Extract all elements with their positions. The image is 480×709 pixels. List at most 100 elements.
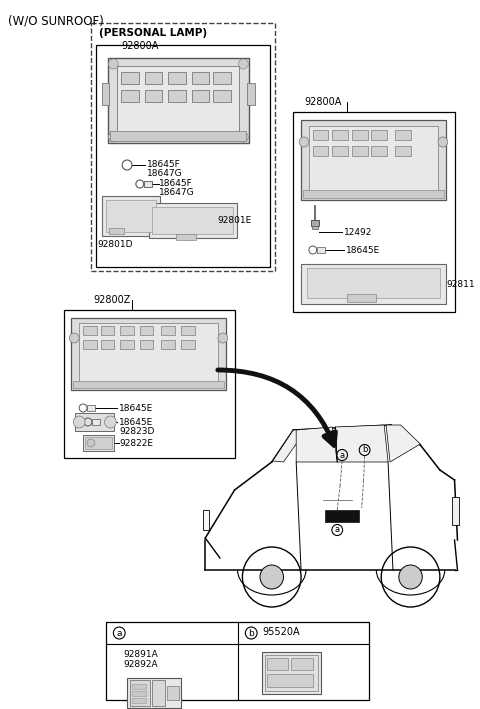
Bar — [72, 318, 226, 390]
Bar — [311, 220, 319, 226]
Bar — [352, 130, 368, 140]
Bar — [204, 510, 209, 530]
Polygon shape — [336, 425, 388, 462]
Bar — [109, 228, 124, 234]
Bar — [161, 326, 175, 335]
Bar — [192, 72, 209, 84]
Text: b: b — [248, 628, 254, 637]
Bar — [262, 652, 321, 694]
Bar — [73, 381, 224, 388]
Bar — [102, 196, 160, 236]
Bar — [83, 435, 114, 451]
Text: b: b — [362, 445, 367, 454]
Bar — [395, 130, 410, 140]
Bar — [168, 90, 186, 102]
Bar — [83, 326, 97, 335]
Bar — [130, 680, 150, 706]
Bar — [152, 680, 165, 706]
Bar — [265, 655, 318, 691]
Bar — [181, 340, 194, 349]
Bar — [301, 120, 446, 200]
Polygon shape — [386, 425, 420, 462]
Bar — [309, 126, 438, 192]
Bar — [267, 658, 288, 670]
Text: 92801D: 92801D — [98, 240, 133, 249]
Bar — [167, 686, 179, 700]
Circle shape — [260, 565, 284, 589]
Bar — [101, 340, 114, 349]
Text: a: a — [117, 628, 122, 637]
Bar — [332, 146, 348, 156]
Text: 92811: 92811 — [447, 280, 475, 289]
Text: 92801E: 92801E — [217, 216, 251, 225]
Text: 18645E: 18645E — [346, 246, 380, 255]
Circle shape — [218, 333, 228, 343]
Bar — [372, 146, 387, 156]
Bar — [307, 268, 440, 298]
Bar — [120, 340, 134, 349]
Bar — [92, 419, 100, 425]
Circle shape — [73, 416, 85, 428]
Bar — [352, 146, 368, 156]
Text: 12492: 12492 — [344, 228, 372, 237]
Text: (PERSONAL LAMP): (PERSONAL LAMP) — [99, 28, 207, 38]
Text: 18647G: 18647G — [146, 169, 182, 178]
Text: 92800Z: 92800Z — [94, 295, 131, 305]
Bar — [305, 124, 442, 196]
Text: 18645E: 18645E — [119, 418, 154, 427]
Bar — [75, 413, 114, 431]
Bar — [132, 684, 145, 689]
Circle shape — [399, 565, 422, 589]
Bar — [213, 90, 231, 102]
Bar — [332, 130, 348, 140]
Bar — [121, 90, 139, 102]
Circle shape — [87, 439, 95, 447]
Text: (W/O SUNROOF): (W/O SUNROOF) — [8, 14, 104, 27]
Text: 92800A: 92800A — [304, 97, 341, 107]
Bar — [213, 72, 231, 84]
Text: a: a — [339, 450, 345, 459]
Circle shape — [239, 132, 248, 142]
Bar — [117, 66, 240, 133]
Bar — [140, 340, 154, 349]
Bar — [267, 674, 313, 687]
Text: a: a — [335, 525, 340, 535]
Bar — [301, 264, 446, 304]
Bar — [121, 72, 139, 84]
Bar — [161, 340, 175, 349]
Bar — [149, 203, 237, 238]
Bar — [102, 83, 109, 105]
Circle shape — [108, 132, 118, 142]
Bar — [144, 72, 162, 84]
Bar — [127, 678, 181, 708]
Bar — [120, 326, 134, 335]
Circle shape — [438, 137, 448, 147]
Bar — [303, 190, 444, 198]
Bar — [144, 90, 162, 102]
Text: 18645F: 18645F — [159, 179, 193, 188]
Circle shape — [70, 333, 79, 343]
Text: 92892A: 92892A — [123, 660, 158, 669]
Circle shape — [239, 59, 248, 69]
Bar — [312, 226, 318, 229]
Circle shape — [299, 137, 309, 147]
Text: 18645E: 18645E — [119, 404, 154, 413]
Bar — [101, 326, 114, 335]
Bar — [452, 497, 459, 525]
Bar — [192, 90, 209, 102]
Bar — [176, 234, 195, 240]
Bar — [106, 200, 156, 232]
Bar — [317, 247, 324, 253]
Bar — [395, 146, 410, 156]
Bar — [106, 622, 370, 700]
Bar — [111, 62, 245, 139]
Text: 18645F: 18645F — [146, 160, 180, 169]
Bar — [75, 322, 222, 386]
Bar — [91, 23, 275, 271]
Bar — [83, 340, 97, 349]
Bar — [79, 323, 218, 383]
Text: 92823D: 92823D — [119, 427, 155, 436]
Bar — [181, 326, 194, 335]
Bar — [132, 698, 145, 703]
Bar — [153, 207, 233, 234]
